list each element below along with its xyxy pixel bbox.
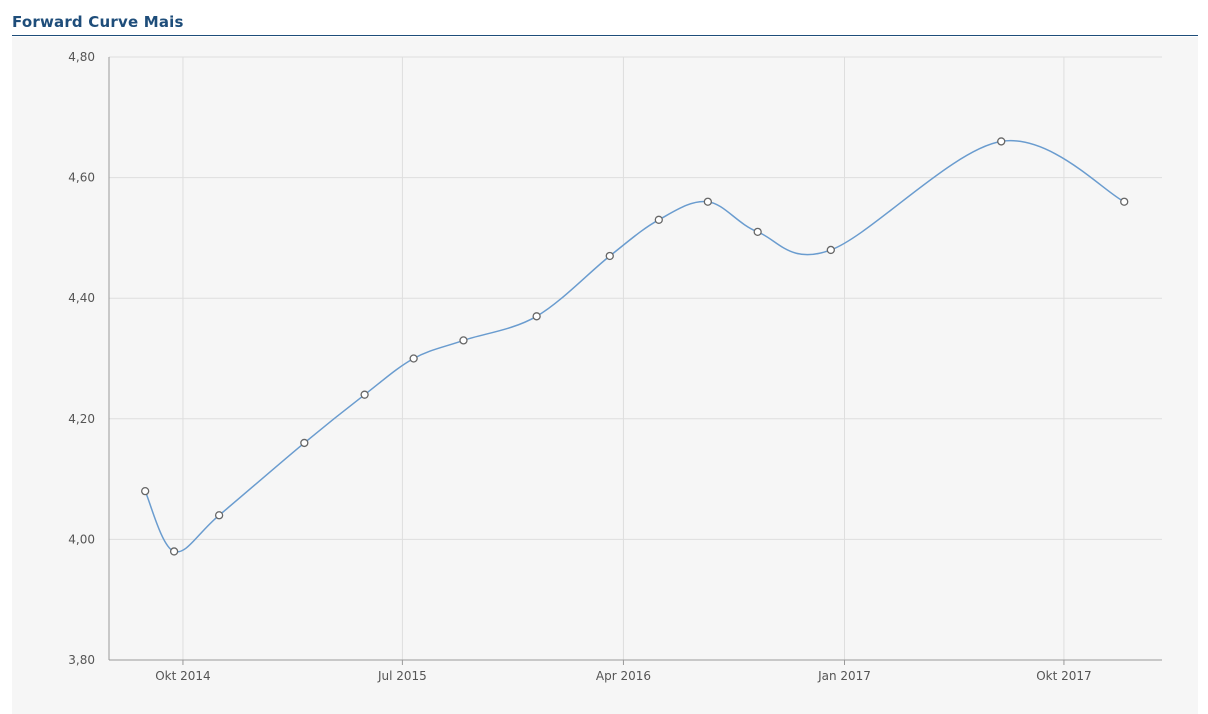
data-point[interactable]	[654, 215, 663, 224]
data-point[interactable]	[1120, 197, 1129, 206]
x-tick-label: Okt 2014	[155, 669, 210, 683]
y-tick-label: 4,60	[68, 171, 95, 185]
y-tick-label: 4,00	[68, 532, 95, 546]
line-chart: 3,80 4,00 4,20 4,40 4,60 4,80 Okt 2014 Jul 201…	[68, 50, 1162, 683]
data-point[interactable]	[826, 245, 835, 255]
x-axis-labels: Okt 2014 Jul 2015 Apr 2016 Jan 2017 Okt 2017	[155, 669, 1091, 683]
y-tick-label: 4,20	[68, 412, 95, 426]
series-group	[141, 137, 1129, 556]
x-tick-label: Jan 2017	[817, 669, 871, 683]
y-tick-label: 4,40	[68, 291, 95, 305]
series-line	[144, 139, 1125, 553]
data-point[interactable]	[360, 390, 369, 399]
data-point[interactable]	[605, 251, 614, 261]
y-gridlines	[109, 56, 1162, 661]
y-tick-label: 3,80	[68, 653, 95, 667]
chart-header: Forward Curve Mais	[12, 12, 1198, 36]
axes	[108, 57, 1162, 661]
data-point[interactable]	[703, 197, 712, 206]
x-tick-label: Jul 2015	[377, 669, 427, 683]
y-axis-labels: 3,80 4,00 4,20 4,40 4,60 4,80	[68, 50, 95, 667]
data-point[interactable]	[753, 227, 762, 237]
x-tick-label: Okt 2017	[1036, 669, 1091, 683]
x-tick-label: Apr 2016	[596, 669, 651, 683]
data-point[interactable]	[214, 511, 224, 520]
data-point[interactable]	[459, 336, 468, 345]
data-point[interactable]	[169, 547, 179, 556]
chart-area: 3,80 4,00 4,20 4,40 4,60 4,80 Okt 2014 Jul 201…	[12, 37, 1198, 714]
data-point[interactable]	[409, 354, 418, 363]
data-point[interactable]	[997, 137, 1006, 146]
data-point[interactable]	[532, 312, 541, 321]
data-point[interactable]	[141, 487, 150, 496]
data-point[interactable]	[300, 438, 309, 448]
x-gridlines	[182, 57, 1065, 665]
y-tick-label: 4,80	[68, 50, 95, 64]
chart-title: Forward Curve Mais	[12, 13, 184, 31]
